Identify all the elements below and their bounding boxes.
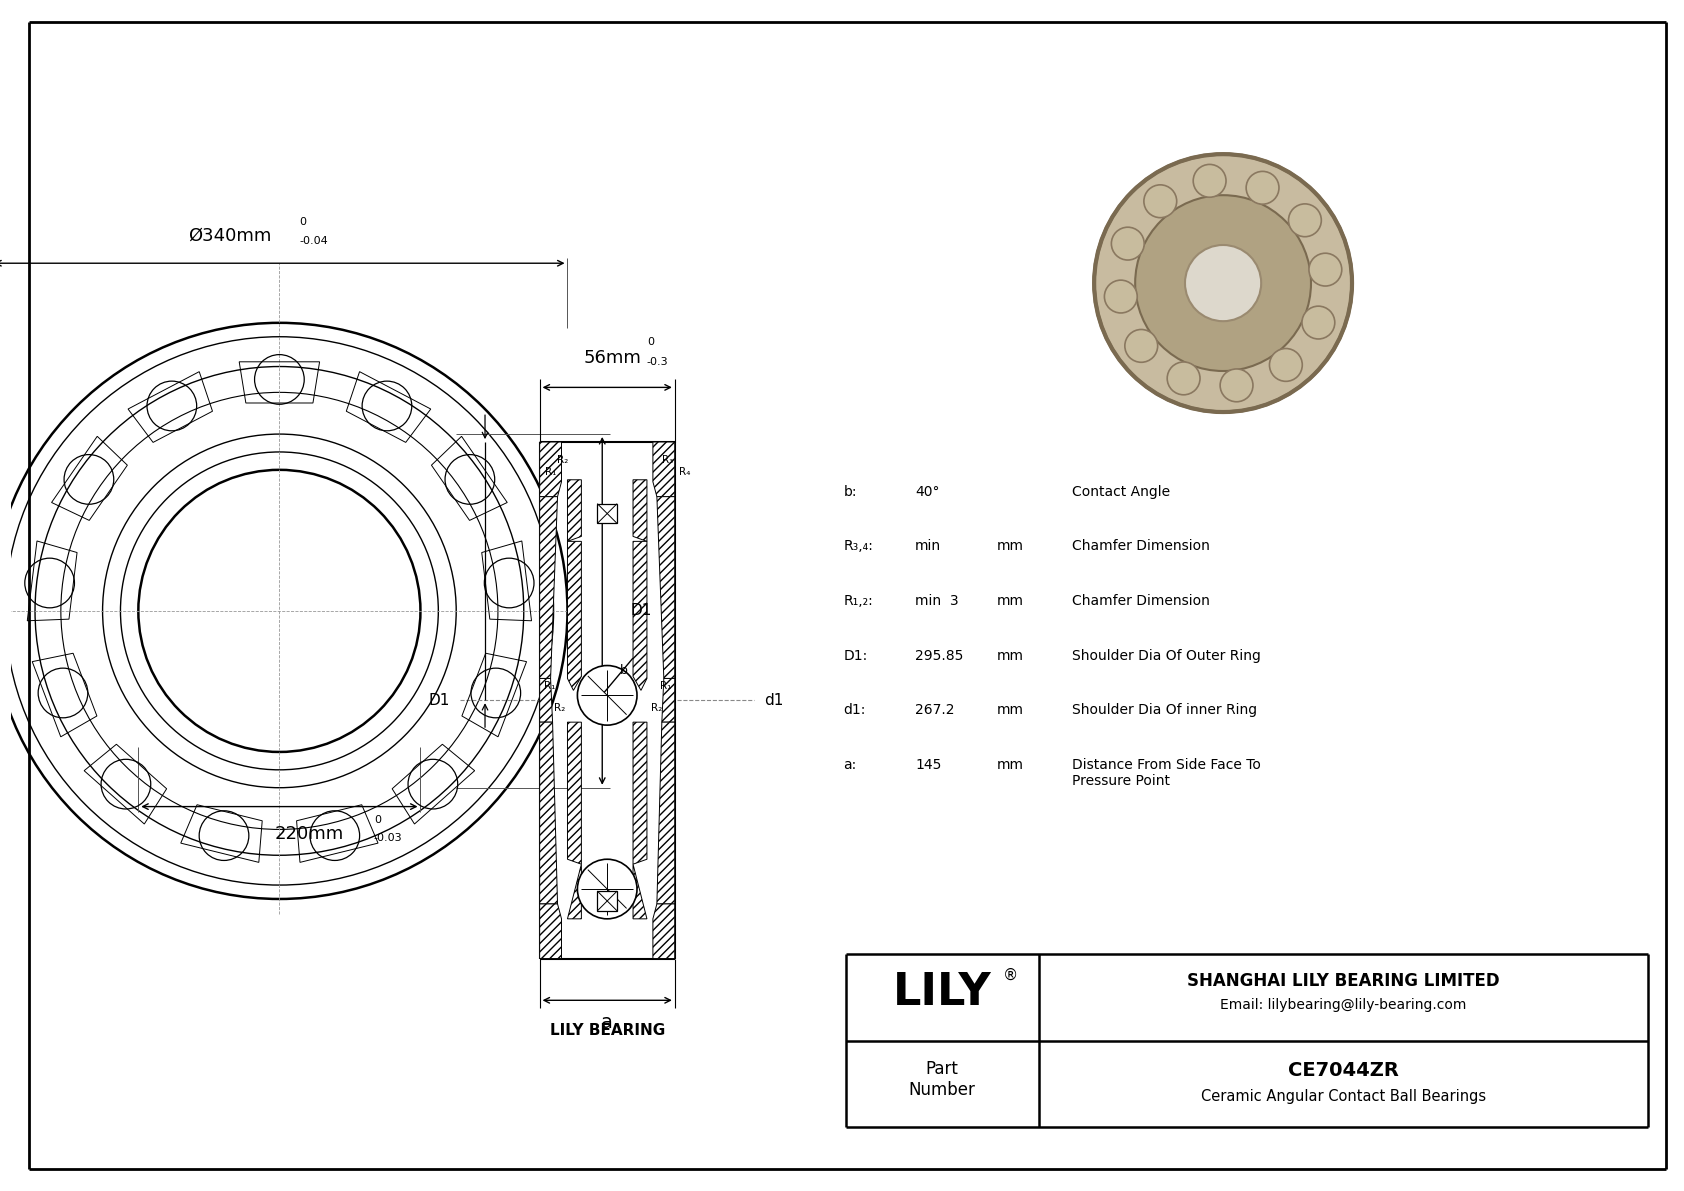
Text: R₄: R₄ — [679, 467, 690, 476]
Text: D1: D1 — [429, 693, 450, 707]
Text: 145: 145 — [914, 757, 941, 772]
Text: b: b — [620, 665, 628, 676]
Circle shape — [1194, 164, 1226, 198]
Text: R₁: R₁ — [544, 467, 556, 476]
Text: Contact Angle: Contact Angle — [1073, 485, 1170, 499]
Polygon shape — [568, 542, 581, 691]
Polygon shape — [657, 497, 675, 679]
Circle shape — [578, 666, 637, 725]
Text: min  3: min 3 — [914, 594, 958, 607]
Text: Chamfer Dimension: Chamfer Dimension — [1073, 540, 1211, 554]
Ellipse shape — [1135, 195, 1312, 372]
Text: SHANGHAI LILY BEARING LIMITED: SHANGHAI LILY BEARING LIMITED — [1187, 972, 1499, 991]
Text: Part
Number: Part Number — [909, 1060, 975, 1099]
Ellipse shape — [1095, 154, 1352, 412]
Text: min: min — [914, 540, 941, 554]
Text: R₂: R₂ — [554, 703, 564, 713]
Circle shape — [1105, 280, 1137, 313]
Circle shape — [1270, 349, 1302, 381]
Polygon shape — [539, 904, 561, 959]
Polygon shape — [662, 679, 675, 722]
Text: 56mm: 56mm — [583, 349, 642, 367]
Polygon shape — [539, 722, 557, 904]
Circle shape — [1143, 185, 1177, 218]
Text: mm: mm — [997, 649, 1024, 662]
Text: R₂: R₂ — [556, 455, 568, 464]
Polygon shape — [568, 722, 581, 865]
Text: Shoulder Dia Of Outer Ring: Shoulder Dia Of Outer Ring — [1073, 649, 1261, 662]
Polygon shape — [568, 865, 581, 918]
Text: R₁,₂:: R₁,₂: — [844, 594, 874, 607]
Text: 295.85: 295.85 — [914, 649, 963, 662]
Ellipse shape — [1186, 245, 1261, 322]
Text: D1:: D1: — [844, 649, 867, 662]
Polygon shape — [657, 722, 675, 904]
Polygon shape — [653, 442, 675, 497]
Text: Chamfer Dimension: Chamfer Dimension — [1073, 594, 1211, 607]
Polygon shape — [633, 480, 647, 542]
Text: mm: mm — [997, 594, 1024, 607]
Text: R₂: R₂ — [650, 703, 662, 713]
Text: LILY BEARING: LILY BEARING — [549, 1023, 665, 1037]
Text: mm: mm — [997, 540, 1024, 554]
Text: d1: d1 — [765, 693, 783, 707]
Circle shape — [1246, 172, 1278, 204]
Text: 40°: 40° — [914, 485, 940, 499]
Polygon shape — [633, 542, 647, 691]
Circle shape — [1302, 306, 1335, 339]
Text: R₁: R₁ — [660, 681, 672, 692]
Text: -0.03: -0.03 — [374, 834, 402, 843]
Text: a:: a: — [844, 757, 857, 772]
Circle shape — [578, 859, 637, 918]
Circle shape — [1221, 369, 1253, 401]
Text: D1: D1 — [630, 604, 652, 618]
Text: Shoulder Dia Of inner Ring: Shoulder Dia Of inner Ring — [1073, 703, 1258, 717]
Polygon shape — [633, 865, 647, 918]
Polygon shape — [539, 679, 552, 722]
Polygon shape — [568, 480, 581, 542]
Bar — [598, 504, 616, 524]
Text: Distance From Side Face To: Distance From Side Face To — [1073, 757, 1261, 772]
Text: -0.3: -0.3 — [647, 356, 669, 367]
Text: 220mm: 220mm — [274, 825, 344, 843]
Circle shape — [1111, 227, 1143, 260]
Text: d1:: d1: — [844, 703, 866, 717]
Text: a: a — [601, 1012, 613, 1031]
Circle shape — [1288, 204, 1322, 237]
Polygon shape — [539, 497, 557, 679]
Text: -0.04: -0.04 — [300, 236, 328, 247]
Circle shape — [1167, 362, 1201, 394]
Polygon shape — [653, 904, 675, 959]
Text: Ceramic Angular Contact Ball Bearings: Ceramic Angular Contact Ball Bearings — [1201, 1089, 1485, 1104]
Text: Ø340mm: Ø340mm — [189, 226, 271, 244]
Text: 0: 0 — [647, 337, 653, 347]
Text: ®: ® — [1002, 968, 1017, 983]
Text: mm: mm — [997, 703, 1024, 717]
Text: Pressure Point: Pressure Point — [1073, 774, 1170, 787]
Text: 0: 0 — [374, 816, 381, 825]
Polygon shape — [539, 442, 561, 497]
Text: R₁: R₁ — [544, 681, 556, 692]
Text: LILY: LILY — [893, 971, 992, 1014]
Text: b:: b: — [844, 485, 857, 499]
Text: CE7044ZR: CE7044ZR — [1288, 1061, 1399, 1080]
Text: 267.2: 267.2 — [914, 703, 955, 717]
Text: Email: lilybearing@lily-bearing.com: Email: lilybearing@lily-bearing.com — [1221, 998, 1467, 1012]
Polygon shape — [633, 722, 647, 865]
Circle shape — [1125, 330, 1157, 362]
Circle shape — [1308, 254, 1342, 286]
Bar — [598, 891, 616, 911]
Text: mm: mm — [997, 757, 1024, 772]
Text: 0: 0 — [300, 217, 306, 226]
Text: R₃: R₃ — [662, 455, 674, 464]
Text: R₃,₄:: R₃,₄: — [844, 540, 874, 554]
